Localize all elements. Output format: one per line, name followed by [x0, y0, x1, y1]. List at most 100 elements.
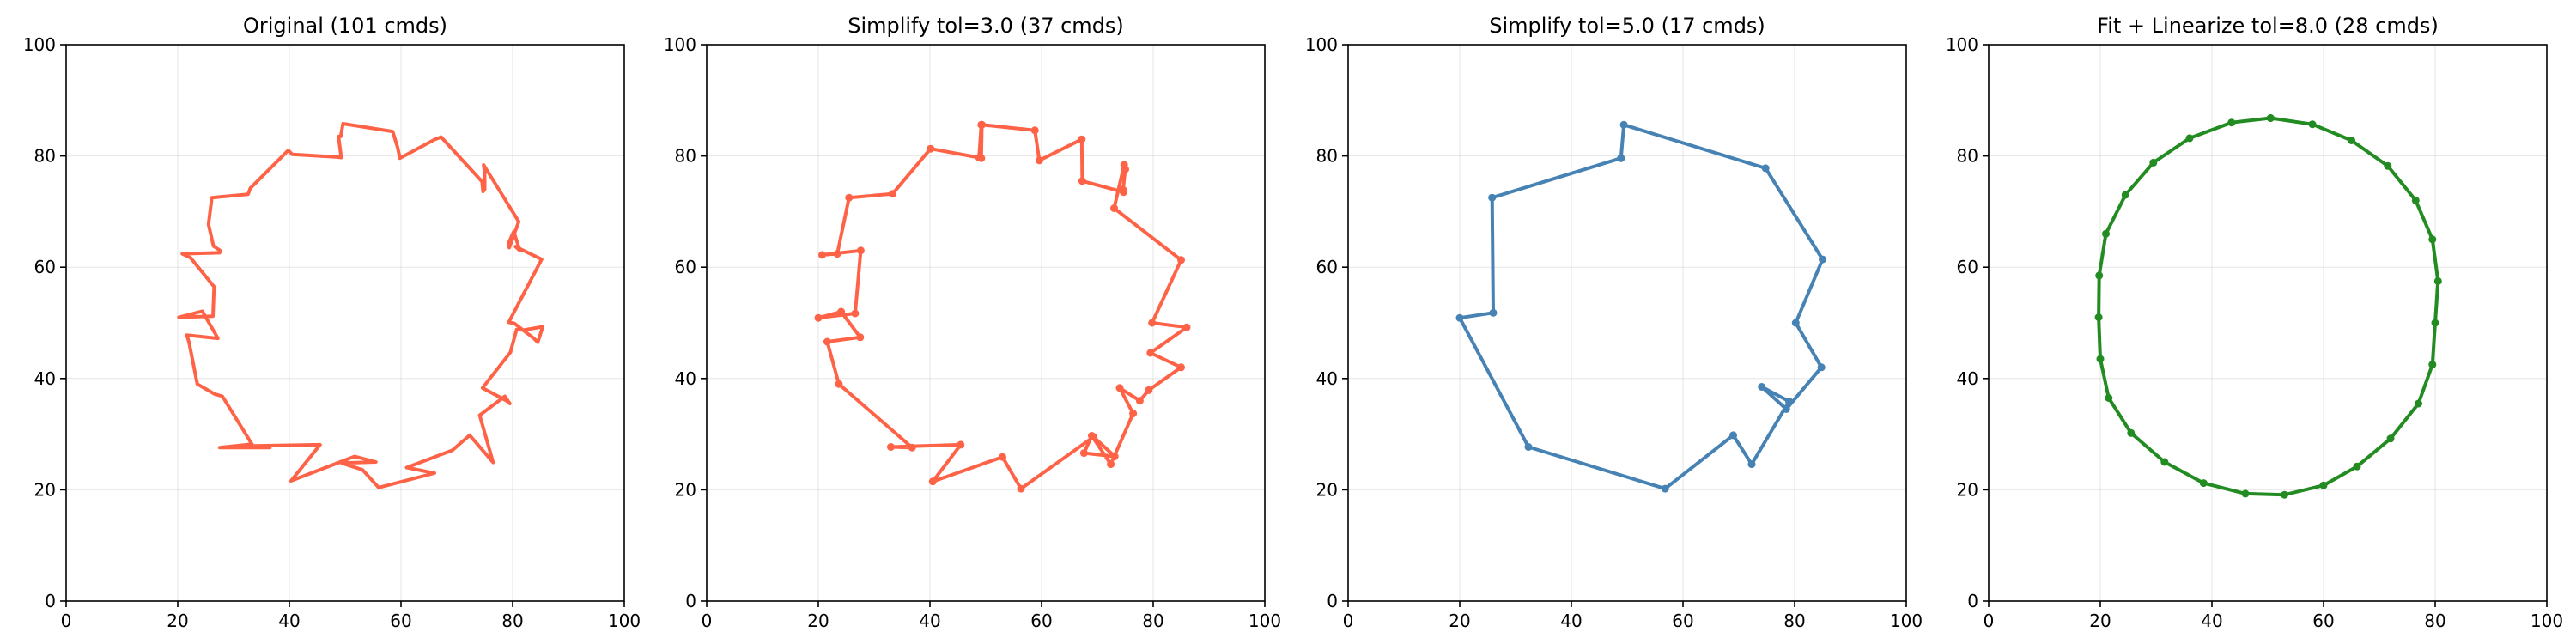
y-tick-label: 60	[1316, 257, 1338, 277]
data-point	[908, 443, 916, 452]
data-point	[1488, 193, 1497, 202]
data-point	[1079, 449, 1088, 458]
data-point	[856, 333, 865, 342]
data-point	[1747, 460, 1756, 469]
y-tick-label: 40	[1316, 368, 1338, 389]
data-point	[1791, 319, 1800, 327]
y-tick-label: 20	[1957, 479, 1978, 500]
y-tick-label: 100	[664, 34, 696, 55]
data-point	[1177, 363, 1185, 372]
data-point	[2384, 161, 2392, 170]
axes-frame	[1988, 44, 2548, 602]
chart-panel-1: 0 20 40 60 80 100 0 20 40 60 80 100 Original (101 cm…	[23, 14, 641, 631]
data-point	[818, 251, 826, 259]
y-tick-label: 0	[1967, 591, 1978, 611]
data-point	[1817, 363, 1826, 372]
data-point	[845, 193, 854, 202]
data-point	[1129, 410, 1138, 418]
data-point	[2433, 276, 2442, 285]
data-point	[2149, 158, 2158, 167]
x-tick-label: 0	[61, 611, 72, 631]
data-point	[2185, 134, 2194, 143]
data-point	[1761, 164, 1770, 173]
x-tick-label: 0	[1984, 611, 1995, 631]
chart-title: Simplify tol=3.0 (37 cmds)	[848, 14, 1124, 38]
y-tick-label: 60	[1957, 257, 1978, 277]
y-tick-label: 80	[1957, 146, 1978, 167]
data-point	[1182, 323, 1191, 331]
data-point	[1078, 135, 1086, 143]
data-point	[2415, 399, 2422, 408]
data-point	[2348, 137, 2355, 144]
y-tick-label: 60	[34, 257, 56, 277]
data-point	[2386, 434, 2395, 443]
data-point	[1030, 126, 1039, 135]
data-point	[1110, 453, 1119, 460]
data-point	[1115, 384, 1124, 392]
y-tick-label: 0	[1327, 591, 1338, 611]
data-point	[2227, 118, 2236, 127]
series-line	[817, 123, 1188, 491]
x-tick-label: 0	[1343, 611, 1354, 631]
y-tick-label: 80	[34, 146, 56, 167]
data-point	[1035, 156, 1043, 165]
data-point	[2127, 428, 2136, 437]
x-tick-label: 40	[2201, 611, 2222, 631]
data-point	[1119, 185, 1127, 194]
data-point	[928, 477, 937, 486]
data-point	[889, 190, 896, 198]
chart-title: Simplify tol=5.0 (17 cmds)	[1489, 14, 1765, 38]
y-tick-label: 100	[1946, 34, 1978, 55]
data-point	[1148, 319, 1157, 327]
data-point	[2095, 271, 2104, 280]
y-tick-label: 80	[675, 146, 696, 167]
data-point	[856, 246, 865, 255]
x-tick-label: 60	[390, 611, 411, 631]
data-point	[1729, 431, 1737, 440]
x-tick-label: 20	[167, 611, 188, 631]
y-tick-label: 0	[45, 591, 56, 611]
data-point	[927, 144, 935, 153]
data-point	[1617, 154, 1625, 162]
x-tick-label: 100	[1249, 611, 1281, 631]
data-point	[1785, 397, 1793, 405]
data-point	[1090, 433, 1097, 441]
chart-panel-2: 0 20 40 60 80 100 0 20 40 60 80 100 Simplify tol=3.0…	[664, 14, 1281, 631]
y-tick-label: 20	[1316, 479, 1338, 500]
axes-frame	[65, 44, 625, 602]
y-tick-label: 40	[1957, 368, 1978, 389]
x-tick-label: 40	[919, 611, 940, 631]
x-tick-label: 40	[278, 611, 300, 631]
data-point	[887, 443, 895, 451]
data-point	[1782, 404, 1790, 413]
y-tick-label: 60	[675, 257, 696, 277]
x-tick-label: 80	[1142, 611, 1163, 631]
data-point	[1120, 161, 1128, 169]
x-tick-label: 80	[501, 611, 523, 631]
data-point	[823, 337, 831, 346]
data-point	[977, 120, 986, 129]
data-point	[1135, 397, 1144, 405]
data-point	[1455, 313, 1464, 322]
x-tick-label: 80	[1783, 611, 1805, 631]
data-point	[2266, 114, 2275, 122]
y-tick-label: 0	[685, 591, 696, 611]
y-tick-label: 80	[1316, 146, 1338, 167]
data-point	[1619, 120, 1628, 129]
chart-title: Fit + Linearize tol=8.0 (28 cmds)	[2097, 14, 2439, 38]
data-point	[1489, 308, 1498, 317]
y-tick-label: 40	[34, 368, 56, 389]
y-tick-label: 100	[1305, 34, 1338, 55]
data-point	[2121, 191, 2129, 199]
data-point	[1107, 460, 1115, 469]
axes-frame	[706, 44, 1266, 602]
data-point	[1145, 386, 1153, 394]
data-point	[2428, 235, 2437, 244]
data-point	[2160, 458, 2169, 466]
data-point	[957, 440, 965, 449]
data-point	[975, 154, 983, 161]
series-line	[1458, 123, 1825, 491]
data-point	[2199, 479, 2208, 488]
data-point	[1078, 177, 1086, 185]
